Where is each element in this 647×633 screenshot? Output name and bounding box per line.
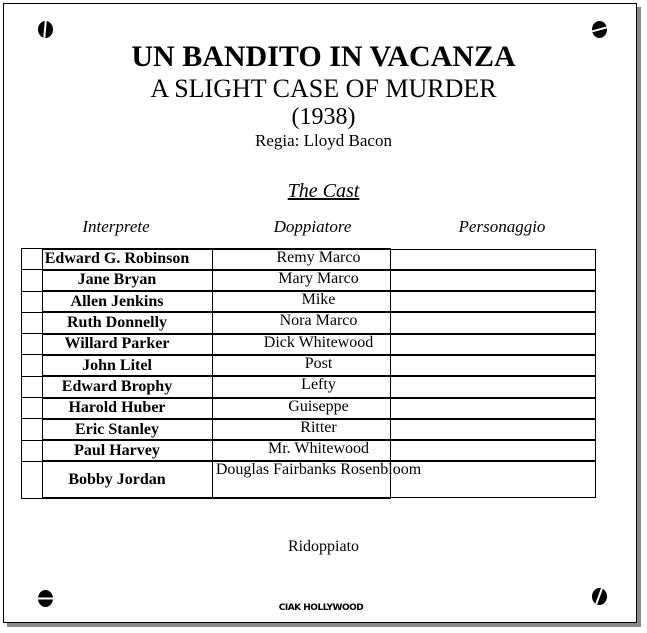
actor-cell: Eric Stanley	[21, 418, 213, 441]
table-row: Edward Brophy Lefty	[21, 375, 616, 399]
screw-icon	[592, 588, 607, 605]
actor-cell: Willard Parker	[21, 333, 213, 356]
character-cell: Post	[41, 354, 596, 377]
character-cell: Mr. Whitewood	[41, 440, 596, 462]
character-cell: Dick Whitewood	[41, 333, 596, 355]
year: (1938)	[291, 104, 356, 130]
character-cell: Mike	[41, 291, 596, 313]
character-cell: Lefty	[41, 376, 596, 398]
table-row: Eric Stanley Ritter	[21, 418, 616, 441]
character-cell: Douglas Fairbanks Rosenbloom	[41, 461, 596, 499]
screw-icon	[38, 21, 53, 38]
cast-table: Edward G. Robinson Remy Marco Jane Bryan Ma…	[21, 247, 616, 499]
table-row: John Litel Post	[21, 354, 616, 377]
actor-cell: Paul Harvey	[21, 439, 213, 462]
italian-title: UN BANDITO IN VACANZA	[131, 40, 516, 73]
cast-heading: The Cast	[287, 180, 360, 202]
actor-cell: Bobby Jordan	[21, 460, 213, 499]
screw-icon	[592, 21, 607, 38]
table-row: Harold Huber Guiseppe	[21, 397, 616, 420]
table-row: Allen Jenkins Mike	[21, 290, 616, 313]
table-row: Edward G. Robinson Remy Marco	[21, 247, 616, 271]
table-row: Willard Parker Dick Whitewood	[21, 333, 616, 356]
ciak-hollywood-logo: CIAK HOLLYWOOD	[278, 603, 364, 613]
table-row: Jane Bryan Mary Marco	[21, 269, 616, 292]
director: Regia: Lloyd Bacon	[255, 131, 392, 150]
character-cell: Ritter	[41, 418, 596, 441]
actor-cell: Allen Jenkins	[21, 290, 213, 313]
column-header-character: Personaggio	[458, 217, 546, 236]
character-cell: Nora Marco	[41, 312, 596, 334]
character-cell: Mary Marco	[41, 269, 596, 292]
character-cell: Remy Marco	[41, 248, 596, 270]
table-row: Ruth Donnelly Nora Marco	[21, 311, 616, 335]
dubbing-note: Ridoppiato	[287, 538, 360, 555]
dubber-cell	[212, 460, 391, 499]
original-title: A SLIGHT CASE OF MURDER	[150, 74, 497, 103]
screw-icon	[38, 590, 53, 607]
column-header-actor: Interprete	[82, 217, 150, 236]
table-row: Paul Harvey Mr. Whitewood	[21, 439, 616, 462]
column-header-dubber: Doppiatore	[273, 217, 352, 236]
character-cell: Guiseppe	[41, 397, 596, 419]
table-row: Bobby Jordan Douglas Fairbanks Rosenbloom	[21, 460, 616, 499]
